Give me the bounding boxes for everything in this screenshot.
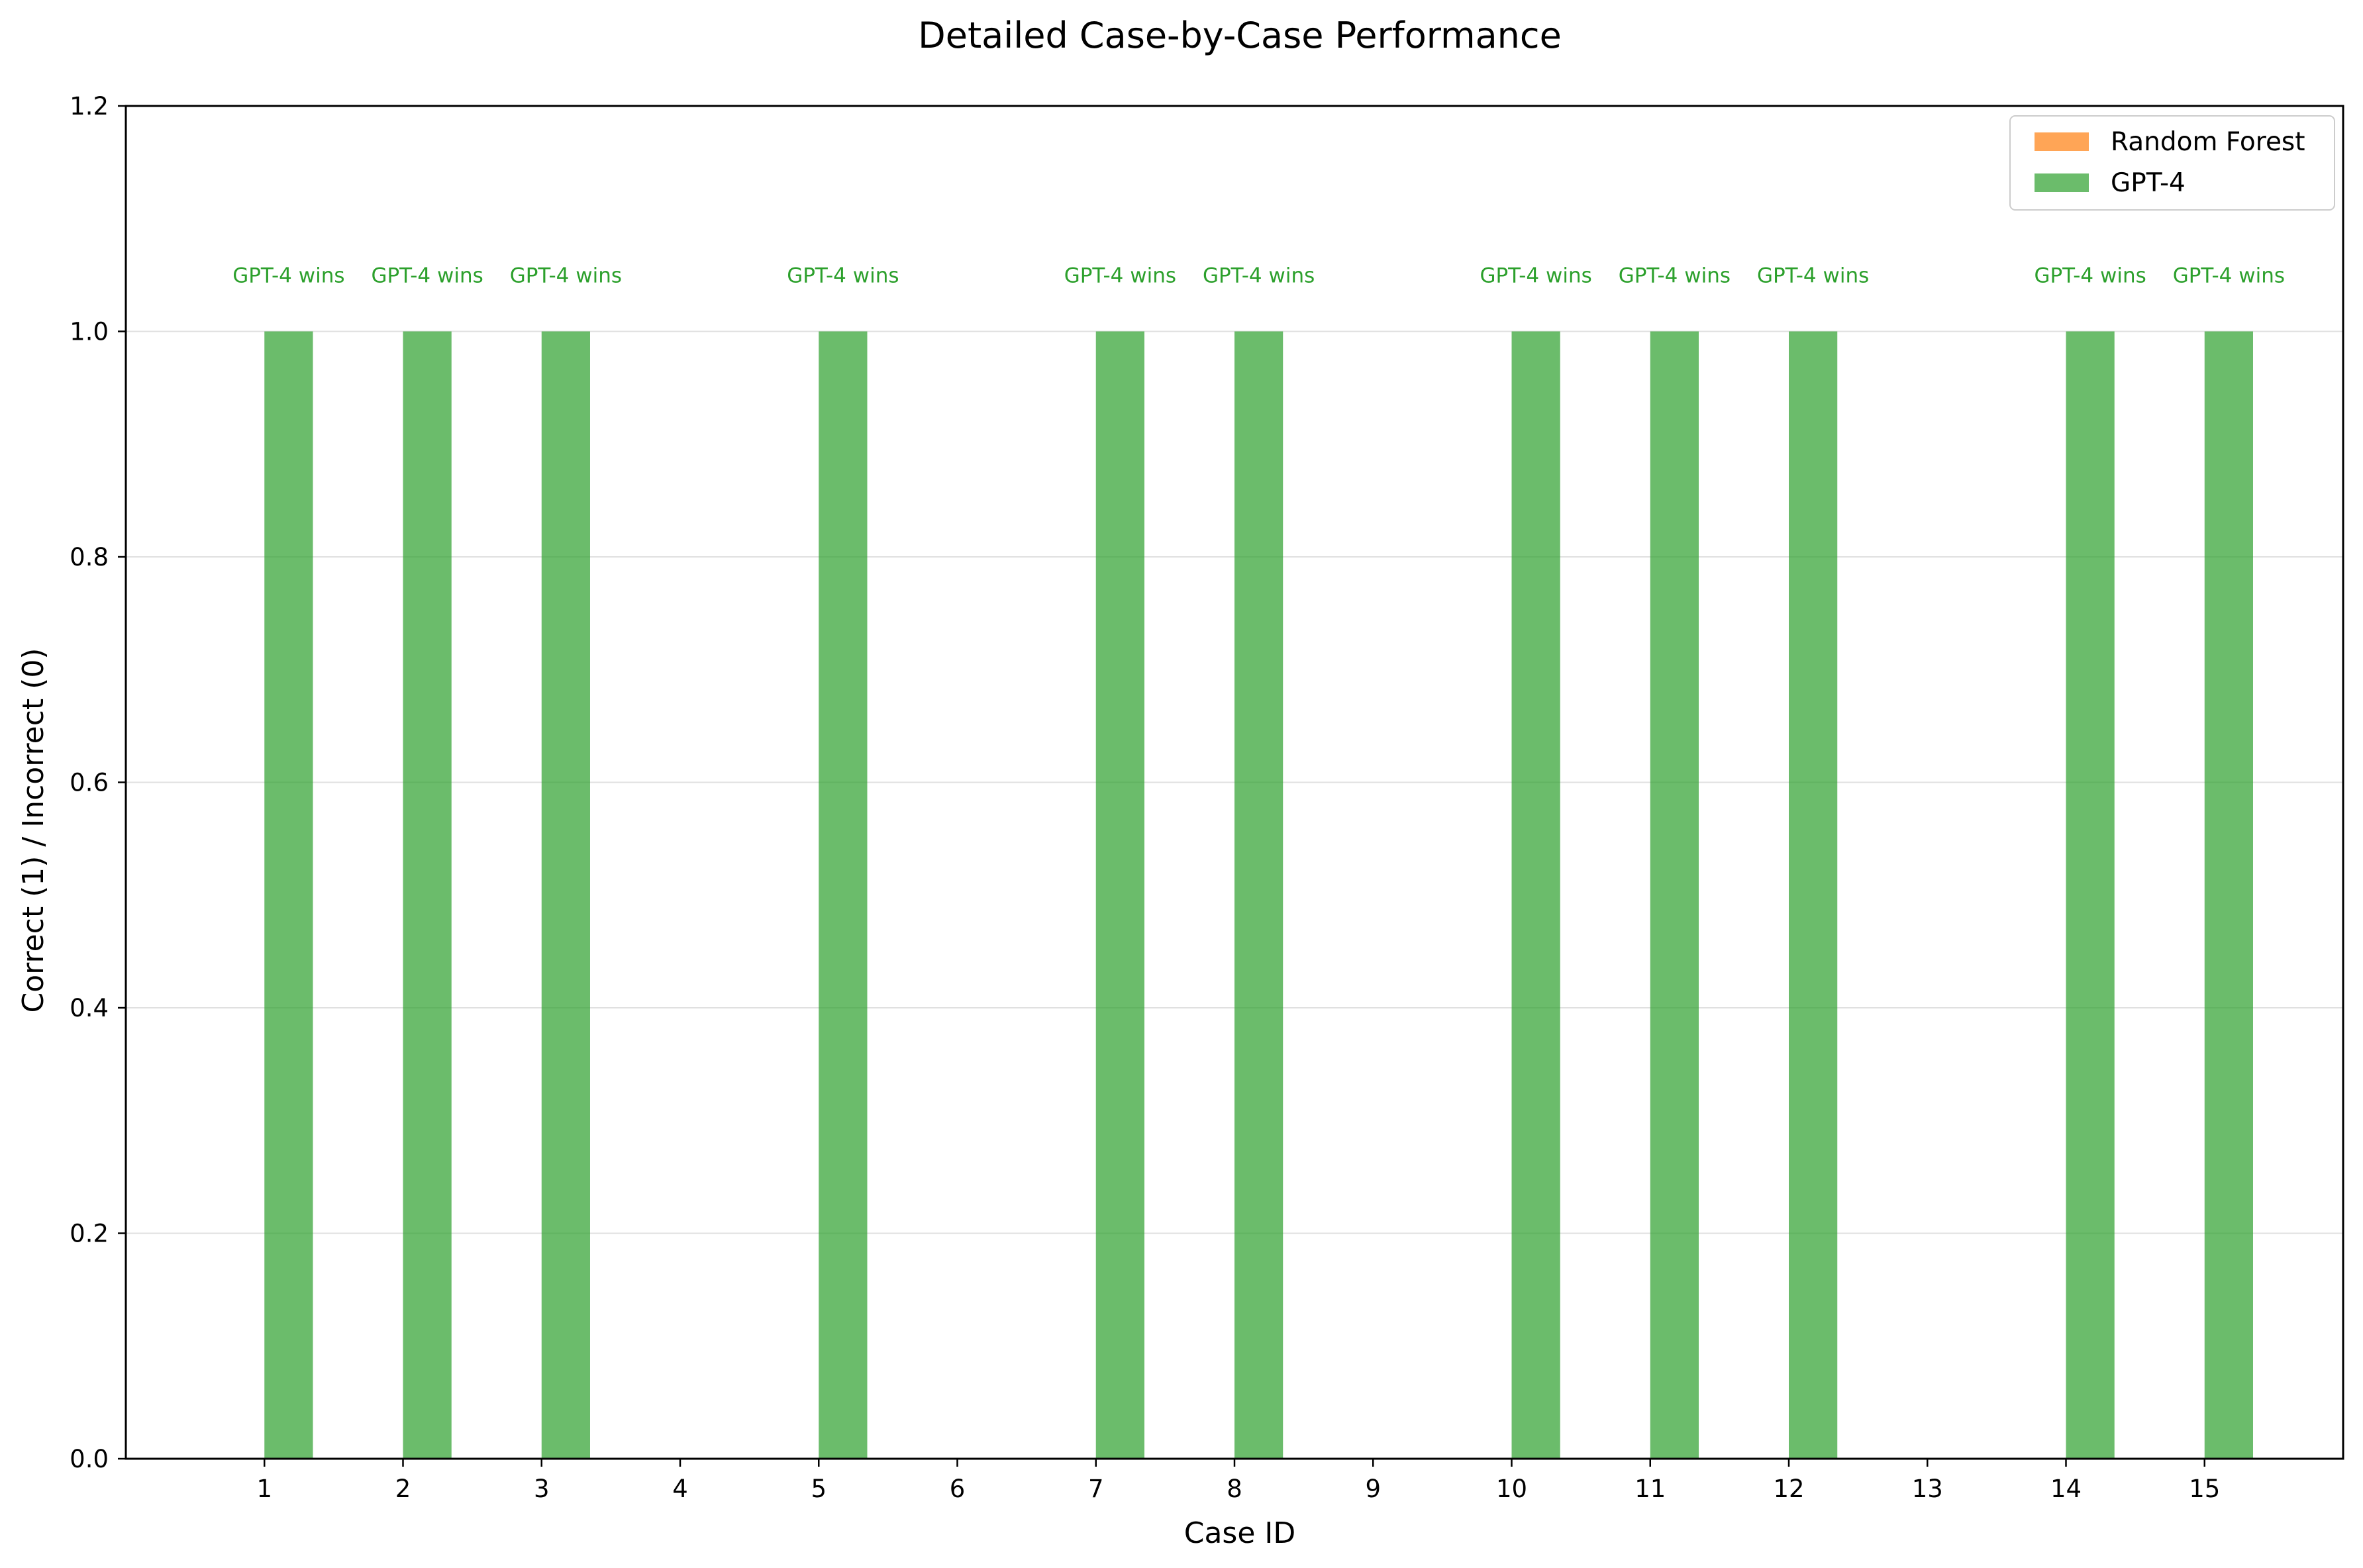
bar-gpt-4-case-2 [403, 331, 452, 1459]
x-tick-label: 11 [1634, 1475, 1666, 1503]
bar-gpt-4-case-8 [1234, 331, 1283, 1459]
y-tick-label: 0.2 [70, 1220, 109, 1248]
y-axis-ticks: 0.0 0.2 0.4 0.6 0.8 1.0 1.2 [70, 92, 126, 1473]
bar-gpt-4-case-12 [1789, 331, 1838, 1459]
y-tick-label: 0.8 [70, 543, 109, 571]
bar-gpt-4-case-10 [1511, 331, 1560, 1459]
annotation-label: GPT-4 wins [371, 264, 483, 287]
annotation-label: GPT-4 wins [1064, 264, 1176, 287]
bar-gpt-4-case-11 [1650, 331, 1699, 1459]
x-axis-ticks: 1 2 3 4 5 6 7 8 9 10 11 12 13 14 15 [256, 1459, 2220, 1503]
annotation-label: GPT-4 wins [232, 264, 344, 287]
annotation-label: GPT-4 wins [1480, 264, 1591, 287]
x-tick-label: 15 [2189, 1475, 2220, 1503]
bar-gpt-4-case-14 [2066, 331, 2115, 1459]
x-tick-label: 2 [395, 1475, 411, 1503]
legend-swatch [2035, 173, 2089, 192]
x-tick-label: 9 [1365, 1475, 1381, 1503]
x-tick-label: 4 [672, 1475, 688, 1503]
x-axis-label: Case ID [1184, 1516, 1296, 1550]
x-tick-label: 14 [2050, 1475, 2082, 1503]
x-tick-label: 5 [811, 1475, 827, 1503]
chart-title: Detailed Case-by-Case Performance [918, 15, 1562, 56]
annotation-label: GPT-4 wins [510, 264, 622, 287]
legend-box [2009, 115, 2335, 211]
bars [264, 331, 2253, 1459]
y-axis-label: Correct (1) / Incorrect (0) [17, 648, 50, 1013]
annotation-label: GPT-4 wins [787, 264, 899, 287]
x-tick-label: 13 [1912, 1475, 1943, 1503]
annotations: GPT-4 wins GPT-4 wins GPT-4 wins GPT-4 wins… [232, 264, 2285, 287]
annotation-label: GPT-4 wins [2034, 264, 2146, 287]
x-tick-label: 12 [1773, 1475, 1804, 1503]
x-tick-label: 10 [1496, 1475, 1527, 1503]
y-tick-label: 1.2 [70, 92, 109, 121]
annotation-label: GPT-4 wins [1619, 264, 1731, 287]
legend-label: Random Forest [2111, 127, 2305, 157]
legend-swatch [2035, 132, 2089, 151]
annotation-label: GPT-4 wins [1203, 264, 1315, 287]
x-tick-label: 1 [256, 1475, 272, 1503]
bar-gpt-4-case-1 [264, 331, 313, 1459]
x-tick-label: 3 [534, 1475, 550, 1503]
y-tick-label: 1.0 [70, 318, 109, 346]
bar-gpt-4-case-7 [1095, 331, 1144, 1459]
y-tick-label: 0.6 [70, 769, 109, 797]
annotation-label: GPT-4 wins [2173, 264, 2285, 287]
x-tick-label: 7 [1088, 1475, 1104, 1503]
y-tick-label: 0.0 [70, 1445, 109, 1473]
bar-gpt-4-case-3 [541, 331, 590, 1459]
bar-gpt-4-case-5 [819, 331, 868, 1459]
bar-gpt-4-case-15 [2204, 331, 2253, 1459]
x-tick-label: 6 [950, 1475, 966, 1503]
legend-label: GPT-4 [2111, 168, 2186, 198]
y-tick-label: 0.4 [70, 994, 109, 1022]
legend: Random Forest GPT-4 [2009, 115, 2335, 211]
x-tick-label: 8 [1227, 1475, 1242, 1503]
annotation-label: GPT-4 wins [1757, 264, 1869, 287]
